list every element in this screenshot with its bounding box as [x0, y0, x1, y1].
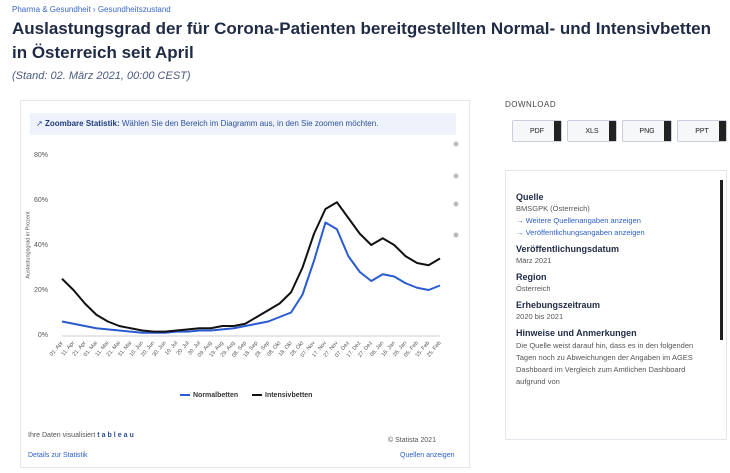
zoom-text: Wählen Sie den Bereich im Diagramm aus, …: [121, 119, 379, 128]
copyright: © Statista 2021: [388, 437, 436, 444]
page-title: Auslastungsgrad der für Corona-Patienten…: [12, 19, 711, 62]
text: Die Quelle weist darauf hin, dass es in …: [516, 341, 694, 386]
heading: Erhebungszeitraum: [516, 300, 601, 310]
download-heading: DOWNLOAD: [505, 100, 557, 109]
y-tick-label: 0%: [38, 332, 48, 339]
link[interactable]: → Veröffentlichungsangaben anzeigen: [516, 228, 645, 237]
tool-icons[interactable]: [453, 141, 459, 238]
series-line: [61, 221, 441, 334]
y-axis-label: Auslastungsgrad in Prozent: [25, 211, 31, 279]
credit: Ihre Daten visualisiert tableau: [28, 432, 136, 439]
details-link[interactable]: Details zur Statistik: [28, 452, 88, 459]
download-button[interactable]: PPT: [677, 120, 727, 142]
credit-text: Ihre Daten visualisiert: [28, 432, 96, 439]
text: BMSGPK (Österreich): [516, 204, 590, 213]
heading: Hinweise und Anmerkungen: [516, 328, 637, 338]
y-tick-label: 20%: [34, 287, 48, 294]
link[interactable]: → Weitere Quellenangaben anzeigen: [516, 216, 641, 225]
brand[interactable]: tableau: [97, 432, 136, 439]
series-line: [61, 201, 441, 333]
text: 2020 bis 2021: [516, 312, 564, 321]
y-tick-label: 60%: [34, 197, 48, 204]
heading: Quelle: [516, 192, 544, 202]
y-tick-label: 80%: [34, 152, 48, 159]
info-panel: Quelle BMSGPK (Österreich) → Weitere Que…: [505, 170, 727, 440]
download-button[interactable]: PDF: [512, 120, 562, 142]
heading: Region: [516, 272, 547, 282]
sources-link[interactable]: Quellen anzeigen: [400, 452, 455, 459]
chart-card: [20, 100, 470, 468]
zoom-hint: ↗ Zoombare Statistik: Wählen Sie den Ber…: [30, 113, 456, 135]
download-button[interactable]: PNG: [622, 120, 672, 142]
text: Österreich: [516, 284, 551, 293]
breadcrumb[interactable]: Pharma & Gesundheit › Gesundheitszustand: [12, 5, 171, 14]
subtitle: (Stand: 02. März 2021, 00:00 CEST): [12, 70, 191, 82]
sidebar: DOWNLOAD: [505, 100, 725, 109]
legend-label: Intensivbetten: [265, 392, 312, 399]
y-tick-label: 40%: [34, 242, 48, 249]
download-button[interactable]: XLS: [567, 120, 617, 142]
text: März 2021: [516, 256, 552, 265]
scrollbar[interactable]: [720, 180, 723, 340]
zoom-label: Zoombare Statistik:: [44, 119, 120, 128]
chart: Auslastungsgrad in Prozent 0% 20% 40% 60% 80%…: [25, 141, 459, 399]
heading: Veröffentlichungsdatum: [516, 244, 620, 254]
legend-label: Normalbetten: [193, 392, 238, 399]
